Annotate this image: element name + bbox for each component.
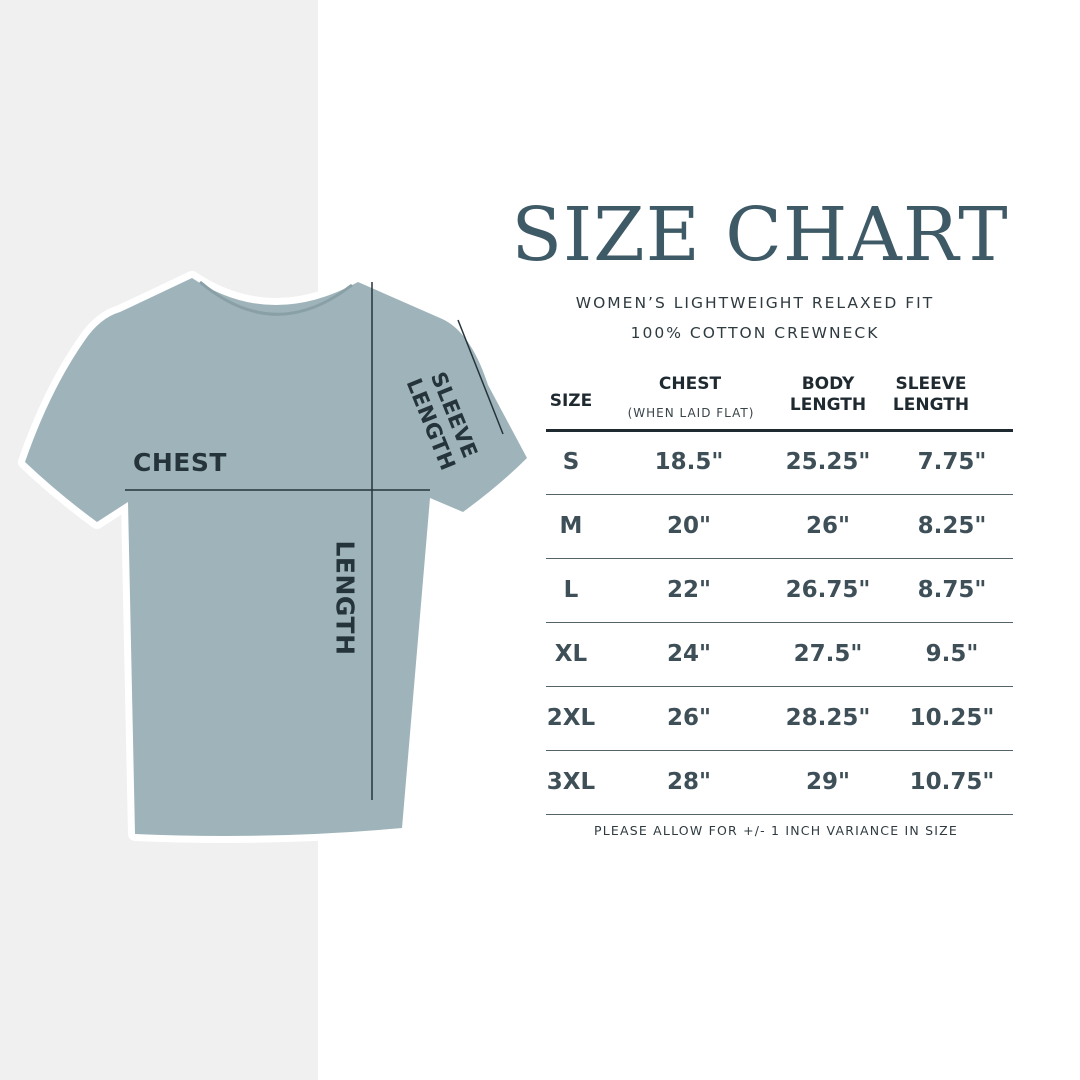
- header-body-length-line1: BODY: [801, 374, 855, 394]
- header-sleeve-length: SLEEVE LENGTH: [893, 374, 969, 416]
- variance-footnote: PLEASE ALLOW FOR +/- 1 INCH VARIANCE IN …: [594, 823, 958, 838]
- row-divider: [546, 494, 1013, 495]
- chest-label: CHEST: [133, 448, 227, 477]
- cell-size: S: [562, 449, 580, 475]
- subtitle-line-2: 100% COTTON CREWNECK: [630, 324, 880, 342]
- cell-chest: 20": [667, 513, 711, 539]
- page-title: SIZE CHART: [511, 192, 1009, 278]
- row-divider: [546, 750, 1013, 751]
- header-body-length: BODY LENGTH: [790, 374, 866, 416]
- header-sleeve-length-line2: LENGTH: [892, 395, 970, 415]
- row-divider: [546, 558, 1013, 559]
- cell-size: M: [559, 513, 583, 539]
- cell-chest: 22": [667, 577, 711, 603]
- cell-chest: 24": [667, 641, 711, 667]
- header-sleeve-length-line1: SLEEVE: [895, 374, 967, 394]
- cell-body-length: 26": [806, 513, 850, 539]
- cell-size: 2XL: [546, 705, 596, 731]
- cell-sleeve-length: 8.75": [917, 577, 987, 603]
- subtitle-line-1: WOMEN’S LIGHTWEIGHT RELAXED FIT: [575, 294, 935, 312]
- cell-sleeve-length: 10.75": [909, 769, 995, 795]
- cell-chest: 26": [667, 705, 711, 731]
- header-size: SIZE: [549, 391, 593, 411]
- cell-body-length: 26.75": [785, 577, 871, 603]
- length-label: LENGTH: [330, 540, 360, 656]
- row-divider: [546, 814, 1013, 815]
- cell-body-length: 27.5": [793, 641, 863, 667]
- cell-size: L: [563, 577, 579, 603]
- cell-chest: 18.5": [654, 449, 724, 475]
- cell-body-length: 29": [806, 769, 850, 795]
- cell-chest: 28": [667, 769, 711, 795]
- cell-size: XL: [554, 641, 588, 667]
- cell-sleeve-length: 8.25": [917, 513, 987, 539]
- cell-sleeve-length: 10.25": [909, 705, 995, 731]
- row-divider: [546, 622, 1013, 623]
- cell-body-length: 25.25": [785, 449, 871, 475]
- cell-sleeve-length: 7.75": [917, 449, 987, 475]
- neckline: [199, 280, 353, 316]
- cell-sleeve-length: 9.5": [925, 641, 979, 667]
- header-chest-note: (WHEN LAID FLAT): [627, 406, 755, 420]
- cell-size: 3XL: [546, 769, 596, 795]
- sleeve-measure-line: [457, 319, 504, 435]
- header-chest: CHEST: [658, 374, 722, 394]
- cell-body-length: 28.25": [785, 705, 871, 731]
- row-divider: [546, 686, 1013, 687]
- header-body-length-line2: LENGTH: [789, 395, 867, 415]
- header-divider: [546, 429, 1013, 432]
